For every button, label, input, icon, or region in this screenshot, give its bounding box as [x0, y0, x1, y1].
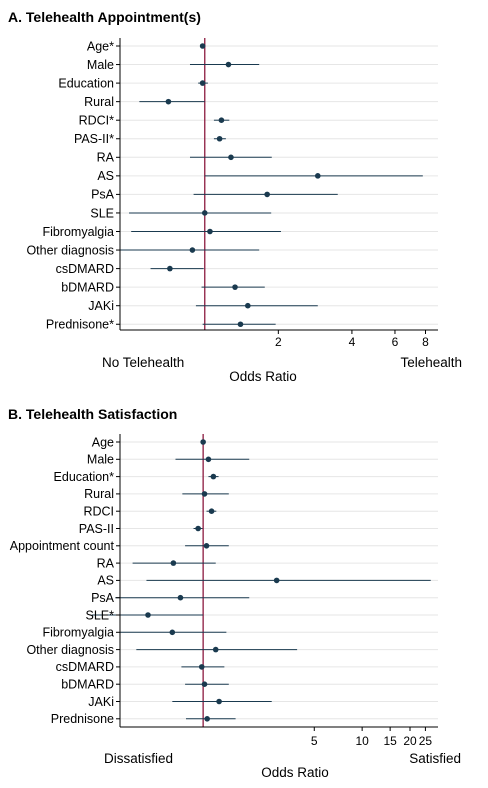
- panel-b-ylabels: Age Male Education* Rural RDCI PAS-II Appointm…: [10, 435, 120, 726]
- point-estimate: [201, 210, 208, 216]
- point-estimate: [177, 594, 184, 601]
- y-tick-label: PsA: [91, 591, 115, 605]
- point-estimate: [200, 439, 206, 445]
- panel-a-grid: [120, 45, 438, 325]
- y-tick-label: bDMARD: [61, 678, 114, 692]
- point-estimate: [218, 117, 225, 123]
- panel-b-left-annotation: Dissatisfied: [104, 751, 173, 766]
- point-estimate: [205, 456, 212, 463]
- panel-a-points: [165, 43, 321, 328]
- panel-b-x-axis-label: Odds Ratio: [261, 765, 329, 780]
- y-tick-label: AS: [97, 574, 114, 588]
- point-estimate: [170, 560, 177, 566]
- y-tick-label: Fibromyalgia: [42, 626, 114, 640]
- panel-a-title: A. Telehealth Appointment(s): [8, 9, 201, 25]
- panel-b: B. Telehealth Satisfaction Age Male Educat…: [8, 406, 461, 780]
- panel-a-ci: [120, 45, 423, 325]
- panel-b-right-annotation: Satisfied: [409, 751, 461, 766]
- y-tick-label: Education: [58, 76, 114, 90]
- y-tick-label: RDCI: [83, 505, 114, 519]
- y-tick-label: JAKi: [88, 299, 114, 313]
- y-tick-label: Male: [87, 453, 114, 467]
- point-estimate: [145, 612, 151, 618]
- panel-b-points: [145, 439, 280, 722]
- point-estimate: [207, 228, 213, 235]
- panel-a-xticks: 2 4 6 8: [275, 330, 429, 349]
- y-tick-label: AS: [97, 169, 114, 183]
- y-tick-label: RDCI*: [79, 114, 115, 128]
- panel-a-x-axis-label: Odds Ratio: [229, 369, 297, 384]
- y-tick-label: Age*: [87, 39, 114, 53]
- y-tick-label: PsA: [91, 188, 115, 202]
- y-tick-label: csDMARD: [56, 262, 114, 276]
- point-estimate: [201, 491, 208, 497]
- point-estimate: [167, 265, 173, 272]
- point-estimate: [228, 154, 234, 161]
- point-estimate: [314, 173, 321, 179]
- y-tick-label: Prednisone*: [46, 318, 114, 332]
- y-tick-label: Prednisone: [51, 712, 114, 726]
- x-tick-label: 20: [403, 734, 417, 748]
- y-tick-label: bDMARD: [61, 280, 114, 294]
- point-estimate: [201, 681, 208, 687]
- y-tick-label: Appointment count: [10, 539, 115, 553]
- panel-a-axes: [119, 38, 438, 331]
- panel-a-left-annotation: No Telehealth: [102, 355, 184, 370]
- point-estimate: [237, 321, 244, 328]
- point-estimate: [189, 247, 196, 253]
- y-tick-label: PAS-II: [79, 522, 114, 536]
- panel-a-right-annotation: Telehealth: [400, 355, 462, 370]
- point-estimate: [199, 43, 206, 49]
- point-estimate: [165, 98, 172, 105]
- y-tick-label: Male: [87, 58, 114, 72]
- point-estimate: [273, 577, 280, 584]
- panel-b-xticks: 5 10 15 20 25: [311, 727, 432, 748]
- y-tick-label: csDMARD: [56, 660, 114, 674]
- point-estimate: [204, 716, 210, 722]
- panel-a: A. Telehealth Appointment(s) Age* Male Edu…: [8, 9, 462, 384]
- x-tick-label: 4: [349, 335, 356, 349]
- x-tick-label: 2: [275, 335, 282, 349]
- x-tick-label: 25: [419, 734, 433, 748]
- point-estimate: [208, 508, 215, 514]
- x-tick-label: 6: [392, 335, 399, 349]
- panel-a-ylabels: Age* Male Education Rural RDCI* PAS-II* RA AS Ps…: [26, 39, 120, 332]
- y-tick-label: Rural: [84, 487, 114, 501]
- x-tick-label: 15: [383, 734, 397, 748]
- y-tick-label: SLE: [90, 206, 114, 220]
- y-tick-label: Other diagnosis: [26, 243, 114, 257]
- point-estimate: [216, 698, 222, 705]
- point-estimate: [199, 80, 206, 86]
- x-tick-label: 10: [355, 734, 369, 748]
- y-tick-label: Fibromyalgia: [42, 225, 114, 239]
- x-tick-label: 5: [311, 734, 318, 748]
- panel-b-title: B. Telehealth Satisfaction: [8, 406, 177, 422]
- y-tick-label: Age: [92, 435, 114, 449]
- point-estimate: [216, 135, 223, 142]
- point-estimate: [245, 302, 251, 309]
- y-tick-label: SLE*: [86, 608, 115, 622]
- y-tick-label: RA: [97, 151, 115, 165]
- point-estimate: [264, 191, 270, 198]
- point-estimate: [225, 61, 232, 68]
- point-estimate: [210, 473, 217, 480]
- point-estimate: [169, 629, 176, 636]
- point-estimate: [212, 646, 219, 653]
- point-estimate: [232, 284, 238, 290]
- point-estimate: [195, 525, 201, 532]
- y-tick-label: Other diagnosis: [26, 643, 114, 657]
- point-estimate: [198, 664, 205, 670]
- point-estimate: [203, 543, 210, 549]
- y-tick-label: RA: [97, 556, 115, 570]
- y-tick-label: Rural: [84, 95, 114, 109]
- x-tick-label: 8: [422, 335, 429, 349]
- y-tick-label: JAKi: [88, 695, 114, 709]
- y-tick-label: Education*: [54, 470, 115, 484]
- y-tick-label: PAS-II*: [74, 132, 114, 146]
